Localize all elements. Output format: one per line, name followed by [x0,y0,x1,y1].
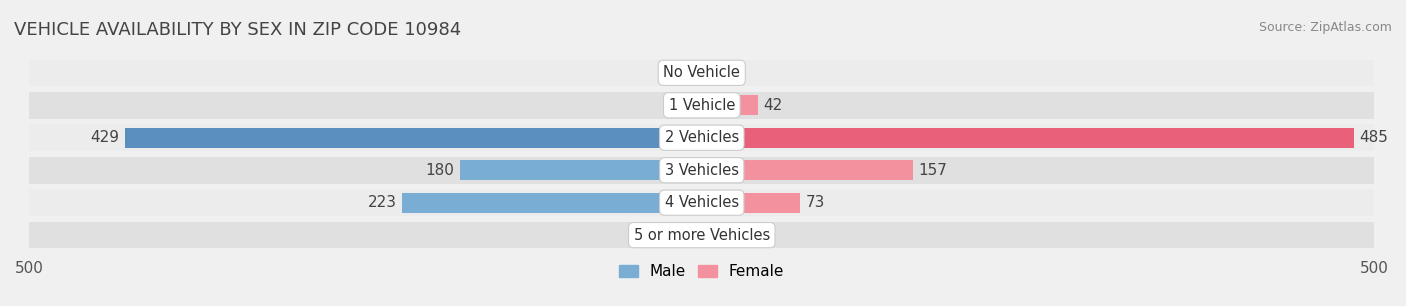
Bar [702,192,800,213]
Bar [702,160,912,180]
Text: 157: 157 [918,163,948,178]
Bar [125,128,702,148]
Text: 485: 485 [1360,130,1388,145]
Bar [460,160,702,180]
Text: 2 Vehicles: 2 Vehicles [665,130,740,145]
Text: 0: 0 [682,228,690,243]
Text: 73: 73 [806,195,825,210]
Bar [30,92,1374,119]
Text: Source: ZipAtlas.com: Source: ZipAtlas.com [1258,21,1392,34]
Bar [702,128,1354,148]
Bar [30,222,1374,248]
Text: 1 Vehicle: 1 Vehicle [669,98,735,113]
Legend: Male, Female: Male, Female [613,258,790,285]
Bar [30,157,1374,184]
Bar [702,95,758,115]
Text: 3 Vehicles: 3 Vehicles [665,163,738,178]
Text: 5 or more Vehicles: 5 or more Vehicles [634,228,770,243]
Bar [30,189,1374,216]
Bar [30,59,1374,86]
Text: 42: 42 [763,98,783,113]
Text: No Vehicle: No Vehicle [664,65,740,80]
Text: 0: 0 [682,65,690,80]
Text: 0: 0 [713,65,723,80]
Text: 0: 0 [713,228,723,243]
Text: 429: 429 [90,130,120,145]
Text: 4 Vehicles: 4 Vehicles [665,195,738,210]
Bar [30,125,1374,151]
Text: 223: 223 [367,195,396,210]
Text: 0: 0 [682,98,690,113]
Text: 180: 180 [426,163,454,178]
Text: VEHICLE AVAILABILITY BY SEX IN ZIP CODE 10984: VEHICLE AVAILABILITY BY SEX IN ZIP CODE … [14,21,461,39]
Bar [402,192,702,213]
